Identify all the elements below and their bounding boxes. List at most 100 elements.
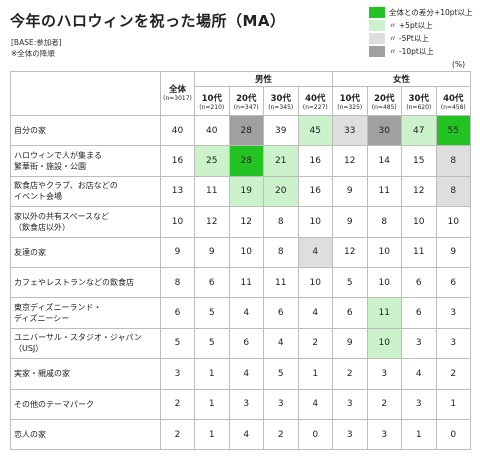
- table-row: 実家・親戚の家 3 1 4 5 1 2 3 4 2: [10, 358, 472, 390]
- value-cell: 20: [263, 175, 299, 208]
- value-cell: 3: [366, 358, 403, 390]
- value-cell: 9: [435, 236, 472, 268]
- value-cell: 3: [228, 388, 264, 420]
- group-header-male: 男性: [193, 71, 334, 87]
- value-cell: 8: [435, 175, 472, 208]
- legend-label: 〃 -10pt以上: [389, 46, 434, 56]
- value-cell: 10: [228, 236, 264, 268]
- value-cell: 1: [194, 388, 230, 420]
- value-cell: 11: [194, 175, 230, 208]
- value-cell: 4: [297, 236, 334, 268]
- value-cell: 4: [228, 418, 264, 451]
- value-cell: 9: [332, 175, 368, 208]
- value-cell: 8: [366, 206, 403, 238]
- column-n: (n=325): [337, 103, 363, 111]
- total-cell: 2: [160, 418, 195, 451]
- legend-label: +10pt以上: [433, 7, 473, 17]
- column-label: 20代: [236, 93, 257, 104]
- row-label: 恋人の家: [10, 418, 161, 451]
- legend-label: 〃 -5Pt以上: [389, 33, 429, 43]
- value-cell: 5: [194, 297, 230, 329]
- row-label-line: 繁華街・施設・公園: [14, 162, 86, 172]
- value-cell: 12: [332, 145, 368, 177]
- value-cell: 10: [435, 206, 472, 238]
- value-cell: 4: [228, 358, 264, 390]
- value-cell: 12: [194, 206, 230, 238]
- page-title: 今年のハロウィンを祝った場所（MA）: [10, 12, 286, 30]
- row-label-line: 家以外の共有スペースなど: [14, 211, 110, 221]
- column-n: (n=347): [233, 103, 259, 111]
- table-row: 自分の家 40 40 28 39 45 33 30 47 55: [10, 114, 472, 147]
- column-n: (n=458): [440, 103, 466, 111]
- value-cell: 6: [435, 266, 472, 299]
- legend-swatch: [369, 45, 385, 57]
- table-row: 友達の家 9 9 10 8 4 12 10 11 9: [10, 236, 472, 268]
- table-row: その他のテーマパーク 2 1 3 3 4 3 2 3 1: [10, 388, 472, 420]
- value-cell: 9: [332, 327, 368, 360]
- row-label: 自分の家: [10, 114, 161, 147]
- value-cell: 0: [297, 418, 334, 451]
- total-cell: 2: [160, 388, 195, 420]
- legend-item: 全体との差分 +10pt以上: [369, 6, 472, 19]
- value-cell: 2: [297, 327, 334, 360]
- column-header: 10代 (n=325): [332, 86, 368, 116]
- value-cell: 6: [332, 297, 368, 329]
- corner-cell: [10, 71, 161, 116]
- column-n: (n=620): [406, 103, 432, 111]
- column-label: 30代: [270, 93, 291, 104]
- row-label: ハロウィンで人が集まる 繁華街・施設・公園: [10, 145, 161, 177]
- value-cell: 33: [332, 114, 368, 147]
- value-cell: 4: [401, 358, 437, 390]
- row-label-line: ユニバーサル・スタジオ・ジャパン: [14, 333, 142, 343]
- value-cell: 1: [401, 418, 437, 451]
- column-header: 20代 (n=347): [228, 86, 264, 116]
- value-cell: 25: [194, 145, 230, 177]
- value-cell: 30: [366, 114, 403, 147]
- value-cell: 11: [401, 236, 437, 268]
- column-header: 40代 (n=458): [435, 86, 472, 116]
- value-cell: 3: [366, 418, 403, 451]
- row-label: 家以外の共有スペースなど （飲食店以外）: [10, 206, 161, 238]
- legend-swatch: [369, 19, 385, 31]
- value-cell: 12: [228, 206, 264, 238]
- value-cell: 10: [401, 206, 437, 238]
- value-cell: 9: [194, 236, 230, 268]
- value-cell: 1: [194, 418, 230, 451]
- value-cell: 5: [194, 327, 230, 360]
- value-cell: 55: [435, 114, 472, 147]
- column-label: 40代: [443, 93, 464, 104]
- value-cell: 28: [228, 114, 264, 147]
- row-label: 友達の家: [10, 236, 161, 268]
- value-cell: 14: [366, 145, 403, 177]
- row-label-line: ディズニーシー: [14, 314, 70, 324]
- value-cell: 11: [366, 175, 403, 208]
- column-n: (n=210): [199, 103, 225, 111]
- value-cell: 6: [194, 266, 230, 299]
- table-row: 東京ディズニーランド・ ディズニーシー 6 5 4 6 4 6 11 6 3: [10, 297, 472, 329]
- legend-item: 〃 -10pt以上: [369, 45, 472, 58]
- value-cell: 4: [263, 327, 299, 360]
- column-header: 30代 (n=620): [401, 86, 437, 116]
- value-cell: 2: [263, 418, 299, 451]
- column-n: (n=227): [302, 103, 328, 111]
- value-cell: 2: [332, 358, 368, 390]
- value-cell: 16: [297, 145, 334, 177]
- sort-note: ※全体の降順: [11, 49, 55, 58]
- value-cell: 40: [194, 114, 230, 147]
- column-label: 40代: [305, 93, 326, 104]
- value-cell: 47: [401, 114, 437, 147]
- legend-swatch: [369, 32, 385, 44]
- total-cell: 8: [160, 266, 195, 299]
- table-row: カフェやレストランなどの飲食店 8 6 11 11 10 5 10 6 6: [10, 266, 472, 299]
- value-cell: 0: [435, 418, 472, 451]
- value-cell: 4: [228, 297, 264, 329]
- column-label: 30代: [408, 93, 429, 104]
- total-cell: 3: [160, 358, 195, 390]
- base-note: [BASE:参加者]: [11, 38, 62, 47]
- legend-item: 〃 -5Pt以上: [369, 32, 472, 45]
- value-cell: 3: [401, 388, 437, 420]
- value-cell: 6: [228, 327, 264, 360]
- group-header-female: 女性: [332, 71, 472, 87]
- table-row: ハロウィンで人が集まる 繁華街・施設・公園 16 25 28 21 16 12 14 15 8: [10, 145, 472, 177]
- row-label-line: 飲食店やクラブ、お店などの: [14, 181, 118, 191]
